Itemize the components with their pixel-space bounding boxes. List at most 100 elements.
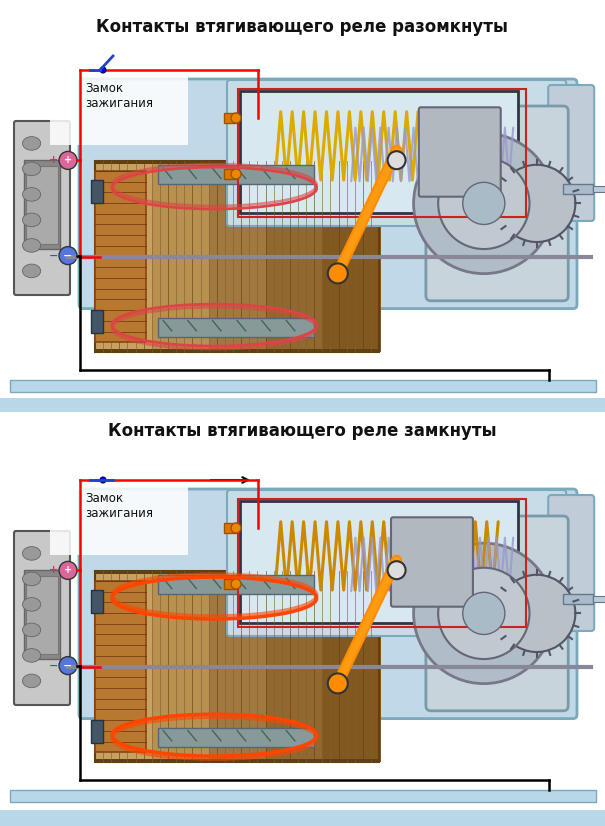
FancyBboxPatch shape — [79, 489, 577, 719]
Circle shape — [328, 263, 348, 283]
Bar — [209, 161, 267, 352]
Bar — [224, 169, 236, 179]
FancyBboxPatch shape — [419, 107, 501, 197]
Circle shape — [498, 164, 575, 242]
Bar — [157, 165, 314, 184]
Bar — [593, 596, 605, 602]
Ellipse shape — [22, 264, 41, 278]
Circle shape — [59, 151, 77, 169]
Bar — [418, 522, 426, 601]
Text: +: + — [64, 155, 72, 165]
FancyBboxPatch shape — [79, 79, 577, 309]
Circle shape — [463, 183, 505, 225]
Bar — [95, 572, 379, 574]
Bar — [152, 572, 211, 762]
Bar — [593, 187, 605, 192]
Ellipse shape — [22, 623, 41, 637]
Bar — [24, 571, 60, 659]
Circle shape — [414, 544, 554, 684]
Circle shape — [328, 673, 348, 693]
Bar — [95, 161, 154, 352]
Bar — [209, 572, 267, 762]
FancyBboxPatch shape — [548, 495, 594, 631]
Bar — [322, 572, 381, 762]
FancyBboxPatch shape — [391, 517, 473, 607]
Bar — [152, 161, 211, 352]
Bar — [430, 522, 437, 601]
Ellipse shape — [22, 674, 41, 688]
Text: Замок
зажигания: Замок зажигания — [85, 492, 153, 520]
Circle shape — [231, 579, 241, 589]
Bar — [24, 160, 60, 249]
Circle shape — [59, 657, 77, 675]
Circle shape — [59, 562, 77, 579]
Text: −: − — [50, 250, 59, 260]
FancyBboxPatch shape — [426, 516, 568, 711]
Bar — [91, 310, 103, 333]
Ellipse shape — [22, 547, 41, 560]
Circle shape — [100, 477, 106, 483]
Bar — [407, 522, 415, 601]
Circle shape — [231, 523, 241, 533]
Bar — [266, 572, 324, 762]
FancyBboxPatch shape — [14, 531, 70, 705]
Bar — [95, 581, 146, 752]
Circle shape — [231, 113, 241, 123]
Bar — [563, 184, 593, 194]
Bar — [224, 113, 236, 123]
Bar — [26, 576, 58, 653]
Bar — [95, 161, 379, 164]
Bar — [238, 89, 526, 217]
Bar — [95, 171, 146, 342]
Ellipse shape — [22, 239, 41, 252]
Bar — [95, 572, 154, 762]
Bar — [322, 161, 381, 352]
Bar — [157, 728, 314, 747]
Circle shape — [100, 67, 106, 73]
Bar — [157, 317, 314, 336]
Bar — [240, 501, 518, 623]
Ellipse shape — [22, 136, 41, 150]
FancyBboxPatch shape — [14, 121, 70, 295]
Circle shape — [438, 158, 529, 249]
Ellipse shape — [22, 572, 41, 586]
Bar — [435, 112, 443, 192]
Circle shape — [463, 592, 505, 634]
Bar — [468, 112, 476, 192]
Circle shape — [438, 567, 529, 659]
Bar — [0, 810, 605, 826]
Circle shape — [59, 247, 77, 264]
Bar — [91, 591, 103, 613]
FancyBboxPatch shape — [227, 490, 566, 636]
Ellipse shape — [22, 648, 41, 662]
Ellipse shape — [22, 162, 41, 176]
Bar — [396, 522, 404, 601]
FancyBboxPatch shape — [227, 80, 566, 226]
Bar — [0, 398, 605, 412]
Bar — [424, 112, 431, 192]
Text: Контакты втягивающего реле разомкнуты: Контакты втягивающего реле разомкнуты — [96, 18, 508, 36]
Bar — [95, 759, 379, 762]
Bar — [238, 499, 526, 627]
FancyBboxPatch shape — [548, 85, 594, 221]
Bar — [224, 579, 236, 589]
Bar — [95, 349, 379, 352]
Bar — [10, 380, 596, 392]
Text: +: + — [50, 566, 59, 576]
Bar — [440, 522, 448, 601]
Bar — [26, 165, 58, 244]
Bar — [91, 180, 103, 203]
Ellipse shape — [22, 213, 41, 226]
Circle shape — [231, 169, 241, 179]
Bar — [10, 790, 596, 802]
Bar — [563, 595, 593, 605]
Text: −: − — [50, 661, 59, 671]
Bar — [91, 720, 103, 743]
Text: +: + — [50, 155, 59, 165]
Text: −: − — [64, 250, 73, 260]
Bar — [95, 161, 379, 352]
Text: Замок
зажигания: Замок зажигания — [85, 82, 153, 110]
Bar — [95, 572, 379, 762]
Text: +: + — [64, 566, 72, 576]
Bar — [446, 112, 454, 192]
